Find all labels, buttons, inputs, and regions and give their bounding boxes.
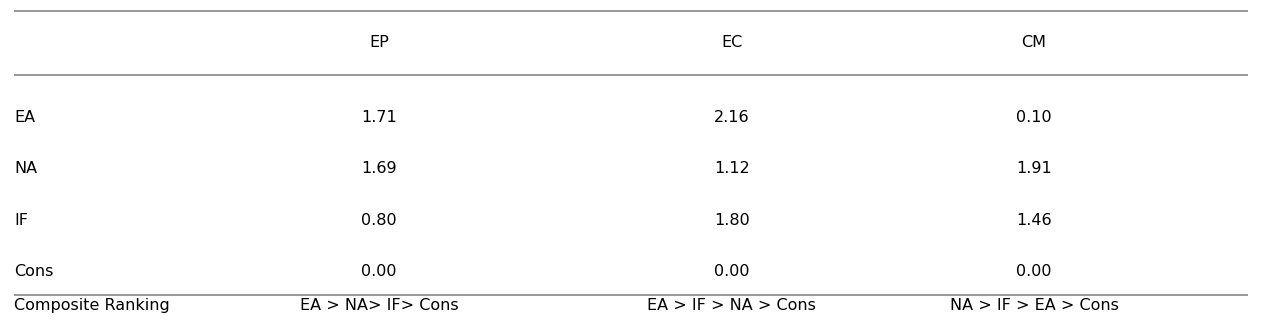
Text: 1.69: 1.69 (361, 161, 398, 176)
Text: 1.71: 1.71 (361, 110, 398, 125)
Text: 2.16: 2.16 (714, 110, 750, 125)
Text: IF: IF (14, 213, 28, 228)
Text: EA > NA> IF> Cons: EA > NA> IF> Cons (300, 298, 458, 313)
Text: NA: NA (14, 161, 37, 176)
Text: EA > IF > NA > Cons: EA > IF > NA > Cons (647, 298, 817, 313)
Text: 1.91: 1.91 (1016, 161, 1051, 176)
Text: EA: EA (14, 110, 35, 125)
Text: 0.00: 0.00 (1016, 264, 1051, 279)
Text: 1.80: 1.80 (714, 213, 750, 228)
Text: Cons: Cons (14, 264, 53, 279)
Text: 1.12: 1.12 (714, 161, 750, 176)
Text: 1.46: 1.46 (1016, 213, 1051, 228)
Text: EP: EP (370, 35, 389, 50)
Text: 0.00: 0.00 (361, 264, 398, 279)
Text: Composite Ranking: Composite Ranking (14, 298, 169, 313)
Text: CM: CM (1021, 35, 1046, 50)
Text: NA > IF > EA > Cons: NA > IF > EA > Cons (949, 298, 1118, 313)
Text: EC: EC (721, 35, 742, 50)
Text: 0.10: 0.10 (1016, 110, 1051, 125)
Text: 0.00: 0.00 (714, 264, 750, 279)
Text: 0.80: 0.80 (361, 213, 398, 228)
